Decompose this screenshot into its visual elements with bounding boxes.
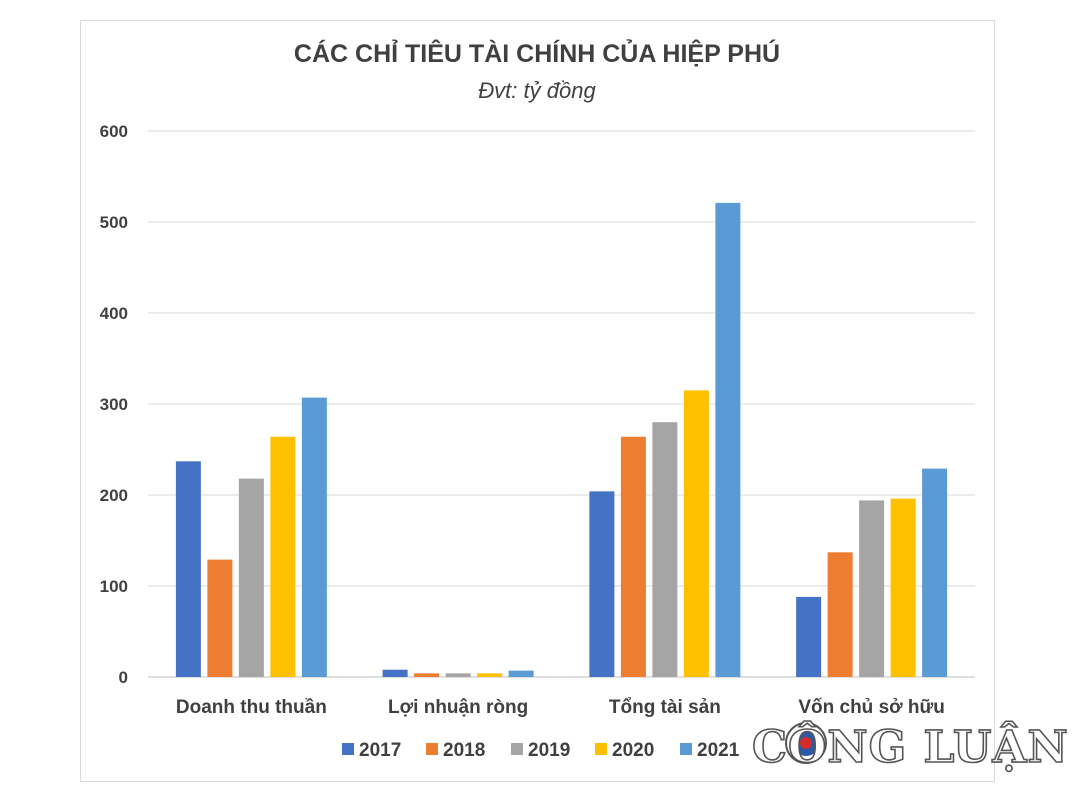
- bar-2021: [301, 397, 327, 677]
- y-tick-label: 400: [100, 304, 128, 323]
- y-tick-label: 500: [100, 213, 128, 232]
- bar-2021: [508, 670, 534, 677]
- category-label: Vốn chủ sở hữu: [798, 697, 945, 718]
- bar-2018: [620, 436, 646, 677]
- legend-swatch-2021: [680, 743, 692, 755]
- legend-swatch-2019: [511, 743, 523, 755]
- bar-2017: [589, 491, 615, 677]
- legend-swatch-2020: [595, 743, 607, 755]
- legend-label-2018: 2018: [443, 740, 485, 761]
- y-tick-label: 600: [100, 122, 128, 141]
- category-label: Tổng tài sản: [609, 697, 721, 718]
- bars: [175, 202, 948, 677]
- legend-swatch-2018: [426, 743, 438, 755]
- press-emblem-icon: [785, 722, 827, 764]
- bar-2020: [477, 673, 503, 677]
- y-tick-label: 100: [100, 577, 128, 596]
- legend-label-2017: 2017: [359, 740, 401, 761]
- category-label: Lợi nhuận ròng: [388, 697, 528, 718]
- bar-2021: [715, 202, 741, 677]
- y-axis-ticks: 0 100 200 300 400 500 600: [100, 122, 128, 687]
- bar-2021: [922, 468, 948, 677]
- category-label: Doanh thu thuần: [176, 697, 327, 718]
- bar-2017: [796, 596, 822, 677]
- legend-label-2020: 2020: [612, 740, 654, 761]
- bar-2019: [238, 478, 264, 677]
- x-axis-categories: Doanh thu thuần Lợi nhuận ròng Tổng tài sả…: [176, 697, 945, 718]
- bar-2019: [652, 422, 678, 677]
- bar-2020: [683, 390, 709, 677]
- watermark-text: CÔNG LUẬN: [752, 719, 1069, 773]
- legend: 2017 2018 2019 2020 2021: [342, 740, 740, 761]
- bar-2018: [827, 552, 853, 677]
- chart-subtitle: Đvt: tỷ đồng: [478, 78, 596, 103]
- bar-2020: [270, 436, 296, 677]
- bar-2018: [207, 559, 233, 677]
- chart-title: CÁC CHỈ TIÊU TÀI CHÍNH CỦA HIỆP PHÚ: [294, 38, 780, 68]
- bar-2019: [445, 673, 471, 677]
- bar-2018: [414, 673, 440, 677]
- y-tick-label: 300: [100, 395, 128, 414]
- bar-2020: [890, 498, 916, 677]
- bar-2017: [382, 669, 408, 677]
- bar-2017: [175, 461, 201, 677]
- legend-swatch-2017: [342, 743, 354, 755]
- bar-2019: [859, 500, 885, 677]
- y-tick-label: 200: [100, 486, 128, 505]
- legend-label-2019: 2019: [528, 740, 570, 761]
- watermark: CÔNG LUẬN: [751, 718, 1069, 774]
- y-tick-label: 0: [119, 668, 128, 687]
- legend-label-2021: 2021: [697, 740, 740, 761]
